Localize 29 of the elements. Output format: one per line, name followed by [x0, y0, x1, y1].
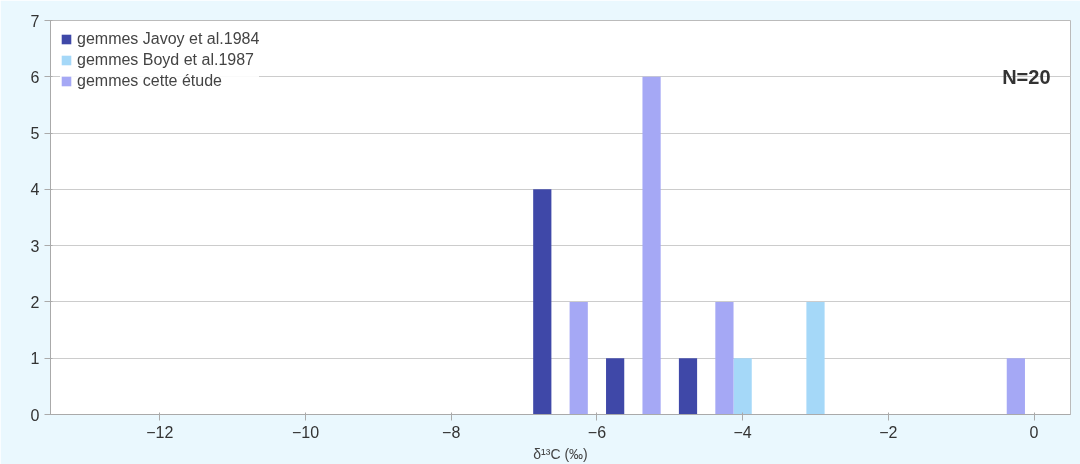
y-tick-label: 6 — [30, 68, 40, 86]
x-tick-label: −10 — [291, 423, 320, 441]
annotation: N=20 — [1002, 65, 1051, 88]
x-tick-label: 0 — [1029, 423, 1039, 441]
bar — [678, 358, 698, 415]
bar — [715, 301, 734, 415]
legend-label: gemmes Boyd et al.1987 — [77, 51, 254, 69]
y-tick-label: 2 — [30, 293, 40, 311]
y-tick-label: 5 — [30, 125, 40, 143]
x-tick-label: −6 — [587, 423, 607, 441]
x-tick-label: −4 — [733, 423, 752, 441]
legend-label: gemmes cette étude — [77, 72, 222, 90]
y-tick-label: 3 — [30, 237, 40, 255]
x-tick-label: −12 — [146, 423, 174, 441]
x-tick-label: −8 — [442, 423, 461, 441]
bar — [1006, 358, 1025, 415]
x-axis-title: δ¹³C (‰) — [533, 445, 588, 462]
bar — [606, 358, 625, 415]
y-tick-label: 0 — [30, 406, 40, 424]
bar — [733, 358, 752, 415]
bar — [533, 189, 552, 415]
bar — [806, 301, 825, 415]
x-tick-label: −2 — [879, 423, 898, 441]
bar — [642, 76, 661, 415]
bar — [569, 301, 588, 415]
y-tick-label: 4 — [30, 181, 40, 199]
y-tick-label: 1 — [30, 350, 40, 368]
legend-label: gemmes Javoy et al.1984 — [77, 30, 260, 48]
y-tick-label: 7 — [30, 12, 40, 30]
